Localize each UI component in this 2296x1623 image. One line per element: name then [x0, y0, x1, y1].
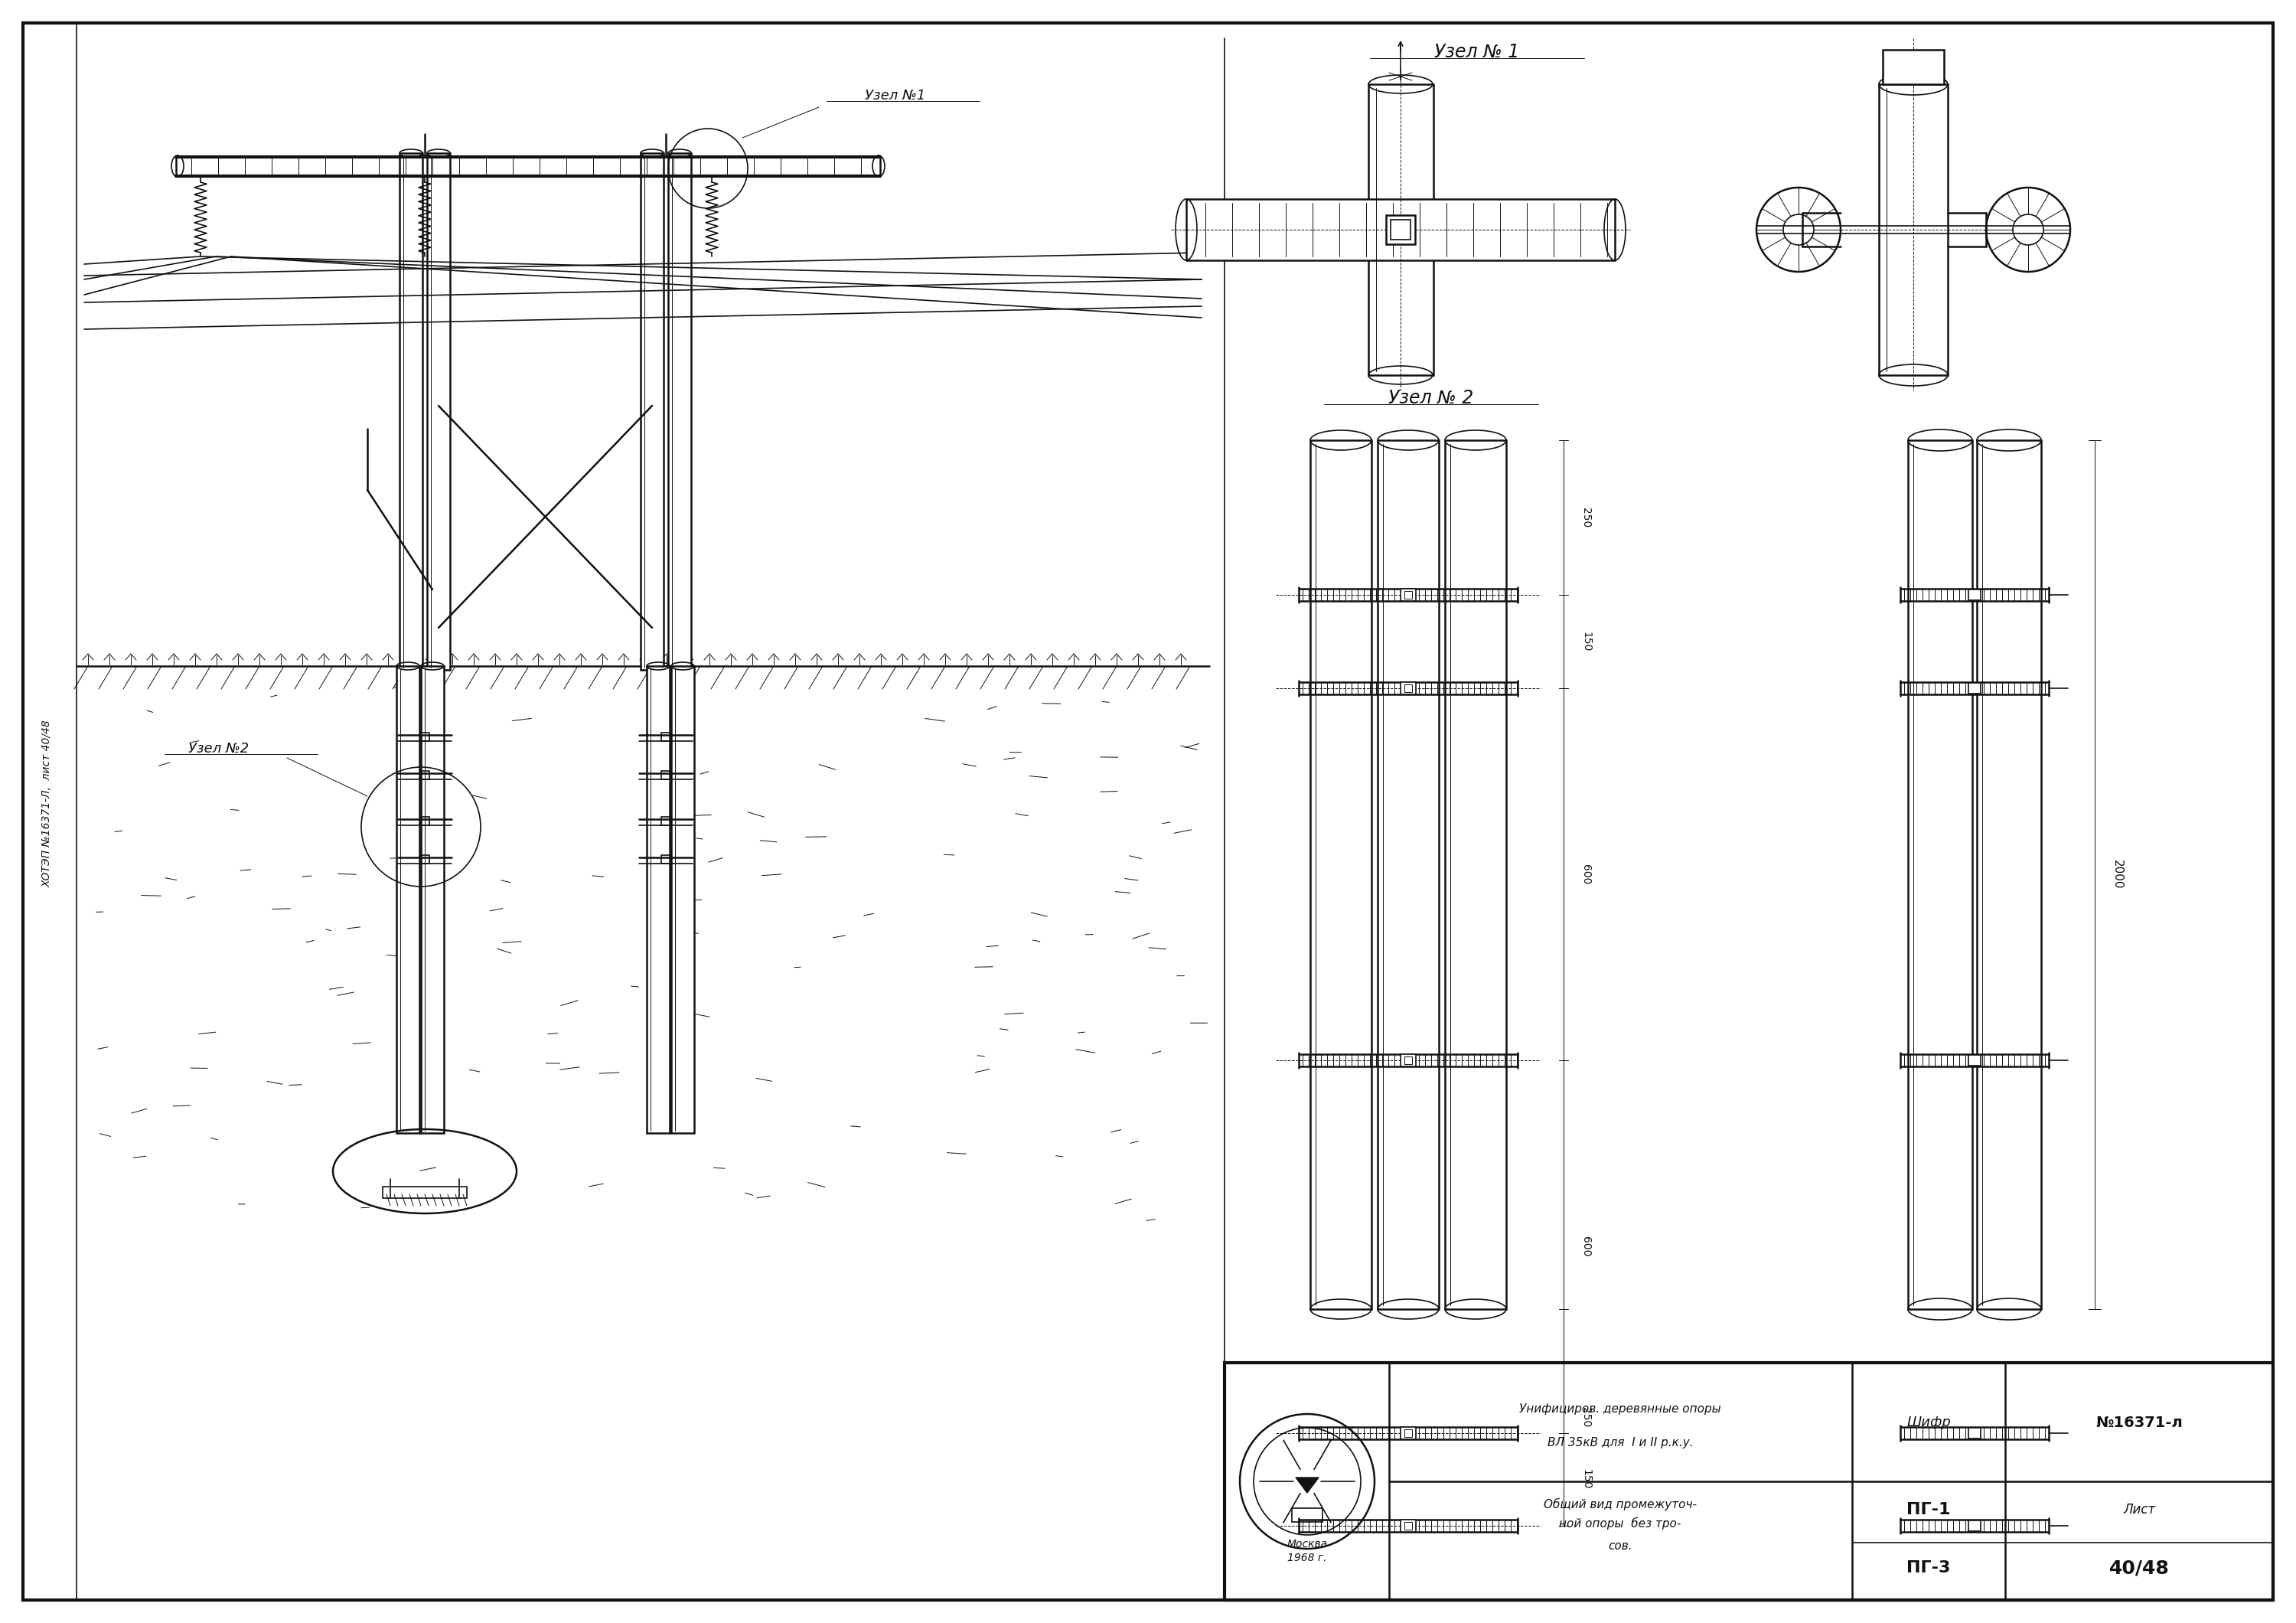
Text: Узел № 1: Узел № 1 — [1435, 42, 1520, 62]
Bar — [1378, 440, 1440, 1310]
Text: ной опоры  без тро-: ной опоры без тро- — [1559, 1518, 1681, 1529]
Bar — [383, 1186, 466, 1198]
Text: ХОТЭП №16371-Л,  лист 40/48: ХОТЭП №16371-Л, лист 40/48 — [41, 721, 53, 888]
Text: 2000: 2000 — [2112, 860, 2124, 889]
Text: Узел №2: Узел №2 — [188, 742, 248, 756]
Bar — [1444, 440, 1506, 1310]
Bar — [420, 855, 429, 863]
Bar — [1311, 440, 1371, 1310]
Bar — [647, 665, 670, 1133]
Text: 250: 250 — [1580, 1407, 1591, 1428]
Text: ПГ-3: ПГ-3 — [1906, 1560, 1952, 1576]
Bar — [1908, 440, 1972, 1310]
Bar — [1224, 1363, 2273, 1600]
Text: ВЛ 35кВ для  I и II р.к.у.: ВЛ 35кВ для I и II р.к.у. — [1548, 1438, 1692, 1449]
Text: 150: 150 — [1580, 631, 1591, 652]
Text: сов.: сов. — [1607, 1540, 1632, 1552]
Text: Узел №1: Узел №1 — [866, 89, 925, 102]
Text: Общий вид промежуточ-: Общий вид промежуточ- — [1543, 1498, 1697, 1511]
Text: Лист: Лист — [2124, 1503, 2156, 1516]
Polygon shape — [1295, 1477, 1318, 1493]
Bar — [1977, 440, 2041, 1310]
Bar — [1293, 1508, 1322, 1522]
Bar — [1878, 84, 1947, 375]
Bar — [1401, 589, 1417, 601]
Bar — [1968, 1521, 1981, 1530]
Bar — [420, 771, 429, 779]
Text: 40/48: 40/48 — [2110, 1558, 2170, 1578]
Text: №16371-л: №16371-л — [2096, 1415, 2183, 1430]
Text: 150: 150 — [1580, 1469, 1591, 1490]
Bar — [1187, 200, 1614, 260]
Bar — [1968, 1055, 1981, 1066]
Bar — [1368, 84, 1433, 375]
Bar — [1883, 50, 1945, 84]
Bar — [1401, 1519, 1417, 1532]
Bar — [661, 771, 670, 779]
Bar — [1968, 683, 1981, 693]
Bar — [1405, 591, 1412, 599]
Text: 600: 600 — [1580, 1237, 1591, 1256]
Bar — [397, 665, 420, 1133]
Bar — [1391, 219, 1410, 240]
Text: Унифициров. деревянные опоры: Унифициров. деревянные опоры — [1520, 1402, 1722, 1414]
Bar — [1401, 1055, 1417, 1066]
Text: Москва: Москва — [1286, 1539, 1327, 1550]
Text: 600: 600 — [1580, 863, 1591, 885]
Bar — [420, 816, 429, 824]
Bar — [1401, 682, 1417, 695]
Text: ПГ-1: ПГ-1 — [1906, 1501, 1952, 1518]
Bar — [641, 153, 664, 670]
Bar — [420, 665, 443, 1133]
Bar — [661, 732, 670, 742]
Bar — [1387, 216, 1414, 243]
Bar — [1968, 589, 1981, 601]
Bar — [661, 855, 670, 863]
Bar — [1968, 1428, 1981, 1438]
Text: Шифр: Шифр — [1906, 1415, 1952, 1430]
Bar — [420, 732, 429, 742]
Bar — [670, 665, 693, 1133]
Text: 1968 г.: 1968 г. — [1288, 1553, 1327, 1563]
Bar — [668, 153, 691, 670]
Bar — [400, 153, 422, 670]
Bar — [1401, 1427, 1417, 1440]
Text: Узел № 2: Узел № 2 — [1389, 390, 1474, 407]
Bar — [1405, 685, 1412, 691]
Bar — [427, 153, 450, 670]
Bar — [1405, 1057, 1412, 1065]
Bar — [1405, 1430, 1412, 1436]
Bar — [1405, 1522, 1412, 1529]
Text: 250: 250 — [1580, 508, 1591, 527]
Bar — [661, 816, 670, 824]
